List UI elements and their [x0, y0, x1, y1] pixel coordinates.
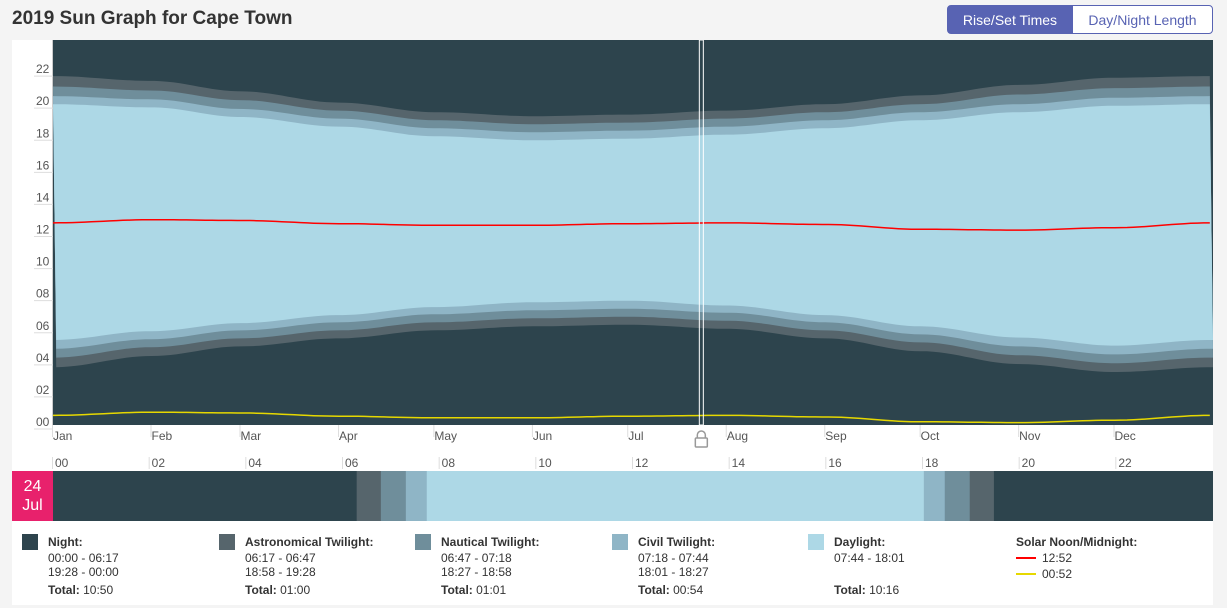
- day-strip-segment-nautical: [380, 471, 407, 521]
- y-tick-label: 02: [36, 383, 50, 397]
- selected-date-month: Jul: [22, 497, 42, 514]
- day-strip-segment-night: [53, 471, 358, 521]
- month-label: Aug: [727, 429, 748, 443]
- legend-swatch: [219, 534, 235, 550]
- solar-noon-value: 12:52: [1042, 551, 1073, 565]
- hour-label: 22: [1118, 456, 1132, 470]
- legend-total-value: 01:01: [472, 583, 507, 597]
- legend-total-value: 01:00: [276, 583, 311, 597]
- y-tick-label: 16: [36, 158, 50, 172]
- legend-name: Daylight:: [834, 535, 886, 549]
- month-label: Jul: [628, 429, 643, 443]
- chart-panel: 00 02 04 06 08 10 12 14 16 18 20 22 Jan Feb Mar Apr May J…: [12, 40, 1213, 605]
- solar-midnight-swatch: [1016, 573, 1036, 575]
- y-tick-label: 20: [36, 94, 50, 108]
- month-label: Jun: [533, 429, 552, 443]
- selected-date-marker[interactable]: [698, 40, 704, 426]
- day-strip-segment-nautical: [944, 471, 971, 521]
- legend-total-label: Total:: [245, 583, 277, 597]
- hour-label: 12: [635, 456, 649, 470]
- solar-midnight-line: [52, 411, 1210, 424]
- legend-swatch: [808, 534, 824, 550]
- legend-total: Total: 00:54: [638, 583, 703, 597]
- legend-time-range: 18:58 - 19:28: [245, 565, 316, 579]
- hour-label: 16: [828, 456, 842, 470]
- month-label: Nov: [1019, 429, 1040, 443]
- solar-noon-line: [52, 218, 1210, 231]
- day-night-length-button[interactable]: Day/Night Length: [1072, 5, 1213, 34]
- legend-total: Total: 01:00: [245, 583, 310, 597]
- solar-midnight-value: 00:52: [1042, 567, 1073, 581]
- y-tick-label: 06: [36, 319, 50, 333]
- day-strip-segment-astronomical: [356, 471, 382, 521]
- day-strip-segment-daylight: [426, 471, 925, 521]
- y-tick-label: 18: [36, 126, 50, 140]
- hour-label: 10: [538, 456, 552, 470]
- hour-label: 02: [152, 456, 166, 470]
- sun-graph-chart[interactable]: 00 02 04 06 08 10 12 14 16 18 20 22 Jan Feb Mar Apr May J…: [12, 40, 1213, 534]
- legend-time-range: 18:01 - 18:27: [638, 565, 709, 579]
- legend-time-range: 18:27 - 18:58: [441, 565, 512, 579]
- hour-label: 00: [55, 456, 69, 470]
- y-tick-label: 14: [36, 190, 50, 204]
- legend-time-range: 07:18 - 07:44: [638, 551, 709, 565]
- legend-name: Solar Noon/Midnight:: [1016, 535, 1138, 549]
- legend-swatch: [415, 534, 431, 550]
- selected-date-day: 24: [24, 478, 42, 495]
- legend-total-value: 10:50: [79, 583, 114, 597]
- legend: Night: 00:00 - 06:17 19:28 - 00:00 Total: 1…: [12, 534, 1213, 604]
- legend-total-label: Total:: [48, 583, 80, 597]
- hour-label: 20: [1022, 456, 1036, 470]
- hour-label: 08: [442, 456, 456, 470]
- hour-label: 18: [925, 456, 939, 470]
- page-title: 2019 Sun Graph for Cape Town: [12, 8, 293, 29]
- day-strip-segment-civil: [405, 471, 428, 521]
- daylight-band: [53, 104, 1213, 346]
- month-label: Apr: [339, 429, 358, 443]
- day-strip-segment-civil: [923, 471, 946, 521]
- legend-time-range: 06:47 - 07:18: [441, 551, 512, 565]
- rise-set-times-button[interactable]: Rise/Set Times: [947, 5, 1073, 34]
- selected-date-badge: [12, 471, 53, 521]
- hour-label: 06: [345, 456, 359, 470]
- solar-noon-swatch: [1016, 557, 1036, 559]
- legend-time-range: 07:44 - 18:01: [834, 551, 905, 565]
- y-tick-label: 22: [36, 62, 50, 76]
- y-tick-label: 12: [36, 223, 50, 237]
- month-label: Dec: [1114, 429, 1135, 443]
- legend-time-range: 06:17 - 06:47: [245, 551, 316, 565]
- lock-icon[interactable]: [696, 430, 707, 438]
- day-strip-segment-night: [993, 471, 1213, 521]
- hour-label: 04: [248, 456, 262, 470]
- legend-total: Total: 01:01: [441, 583, 506, 597]
- legend-total: Total: 10:16: [834, 583, 899, 597]
- hour-label: 14: [732, 456, 746, 470]
- legend-name: Nautical Twilight:: [441, 535, 540, 549]
- legend-total-value: 00:54: [669, 583, 704, 597]
- month-label: Feb: [152, 429, 173, 443]
- month-label: Oct: [921, 429, 940, 443]
- legend-total: Total: 10:50: [48, 583, 113, 597]
- legend-name: Civil Twilight:: [638, 535, 716, 549]
- legend-time-range: 00:00 - 06:17: [48, 551, 119, 565]
- legend-swatch: [22, 534, 38, 550]
- legend-name: Night:: [48, 535, 83, 549]
- legend-swatch: [612, 534, 628, 550]
- month-label: Jan: [53, 429, 72, 443]
- y-tick-label: 04: [36, 351, 50, 365]
- lock-icon-body: [694, 437, 709, 448]
- legend-total-label: Total:: [441, 583, 473, 597]
- month-label: May: [434, 429, 457, 443]
- y-tick-label: 10: [36, 255, 50, 269]
- legend-name: Astronomical Twilight:: [245, 535, 374, 549]
- month-label: Mar: [241, 429, 262, 443]
- legend-time-range: 19:28 - 00:00: [48, 565, 119, 579]
- month-label: Sep: [825, 429, 847, 443]
- legend-total-label: Total:: [834, 583, 866, 597]
- y-tick-label: 00: [36, 415, 50, 429]
- day-strip-segment-astronomical: [969, 471, 995, 521]
- legend-total-label: Total:: [638, 583, 670, 597]
- legend-total-value: 10:16: [865, 583, 900, 597]
- y-tick-label: 08: [36, 287, 50, 301]
